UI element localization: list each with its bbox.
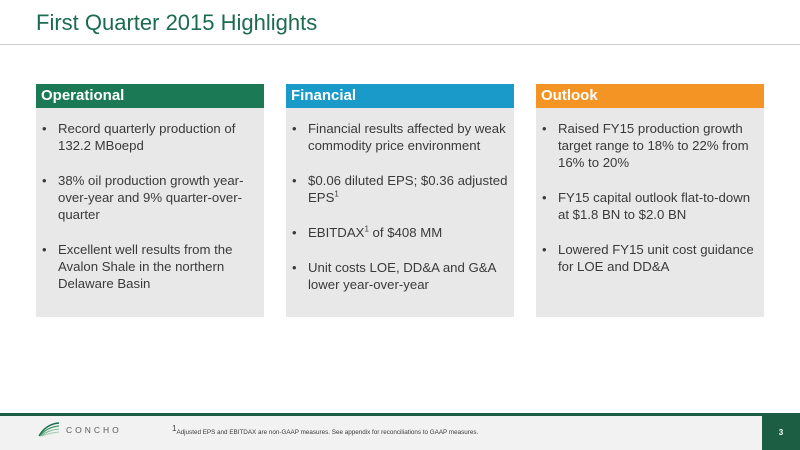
bullet-icon: • [42,121,47,136]
page-number: 3 [762,416,800,450]
bullet-icon: • [42,242,47,257]
footnote-marker: 1 [334,189,339,199]
list-item: • Unit costs LOE, DD&A and G&A lower year… [292,260,496,292]
list-item: • EBITDAX1 of $408 MM [292,224,443,240]
operational-card: Operational • Record quarterly production… [36,84,264,317]
page-title: First Quarter 2015 Highlights [36,10,318,35]
operational-list: • Record quarterly production of 132.2 MB… [36,108,264,292]
bullet-icon: • [292,260,297,275]
financial-list: • Financial results affected by weak comm… [286,108,514,293]
bullet-icon: • [42,173,47,188]
operational-heading: Operational [36,84,264,108]
logo-wordmark: CONCHO [66,425,122,435]
list-item: • Raised FY15 production growth target ra… [542,121,749,170]
bullet-icon: • [292,173,297,188]
footnote-marker: 1 [364,224,369,234]
concho-logo: CONCHO [38,422,122,438]
list-item: • FY15 capital outlook flat-to-down at $1… [542,190,751,222]
list-item: • Excellent well results from the Avalon … [42,242,233,291]
list-item: • $0.06 diluted EPS; $0.36 adjusted EPS1 [292,173,508,205]
footnote-marker: 1 [172,424,177,433]
bullet-icon: • [542,190,547,205]
bullet-icon: • [542,242,547,257]
title-divider [0,44,800,45]
bullet-icon: • [292,121,297,136]
list-item: • Financial results affected by weak comm… [292,121,506,153]
list-item: • Lowered FY15 unit cost guidance for LOE… [542,242,754,274]
footer-bar [0,413,800,450]
financial-card: Financial • Financial results affected by… [286,84,514,317]
bullet-icon: • [542,121,547,136]
footnote: 1Adjusted EPS and EBITDAX are non-GAAP m… [172,424,479,437]
leaf-icon [38,422,60,437]
outlook-heading: Outlook [536,84,764,108]
footer-rule [0,413,800,416]
outlook-card: Outlook • Raised FY15 production growth t… [536,84,764,317]
bullet-icon: • [292,225,297,240]
list-item: • 38% oil production growth year-over-yea… [42,173,244,222]
outlook-list: • Raised FY15 production growth target ra… [536,108,764,275]
financial-heading: Financial [286,84,514,108]
list-item: • Record quarterly production of 132.2 MB… [42,121,236,153]
